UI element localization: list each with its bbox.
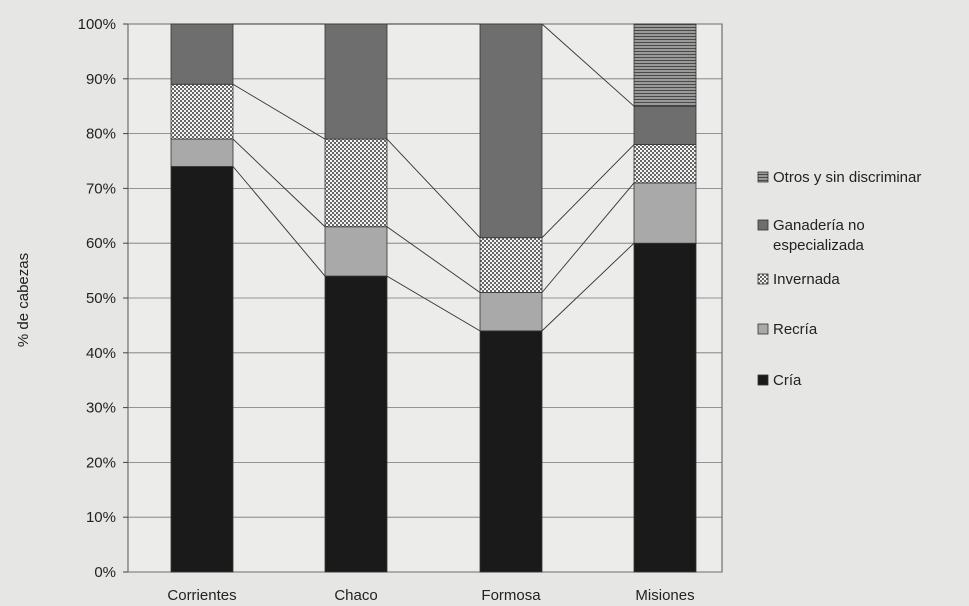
- y-tick-label: 100%: [78, 16, 116, 33]
- legend-label: Invernada: [773, 271, 840, 288]
- bar-segment: [324, 138, 388, 228]
- x-tick-label: Formosa: [481, 587, 541, 604]
- connector-line: [541, 182, 635, 293]
- y-axis-title: % de cabezas: [15, 253, 32, 347]
- bar-segment: [633, 105, 697, 145]
- y-tick-label: 70%: [86, 180, 116, 197]
- y-tick-label: 30%: [86, 400, 116, 417]
- bar-segment: [479, 237, 543, 293]
- connector-line: [541, 144, 635, 239]
- y-tick-label: 0%: [94, 564, 116, 581]
- bar-segment: [324, 226, 388, 277]
- connector-line: [386, 226, 481, 293]
- bar-segment: [633, 242, 697, 573]
- connector-line: [541, 242, 635, 332]
- x-tick-label: Corrientes: [167, 587, 236, 604]
- legend-label: Otros y sin discriminar: [773, 169, 921, 186]
- legend-swatch: [757, 374, 769, 386]
- bar-segment: [633, 182, 697, 244]
- connector-line: [386, 275, 481, 332]
- connector-line: [541, 23, 635, 107]
- y-axis-ticks: 0% 10% 20% 30% 40% 50% 60% 70% 80% 90% 100%: [78, 16, 128, 581]
- legend-swatch: [757, 273, 769, 285]
- bar-segment: [633, 23, 697, 107]
- y-tick-label: 20%: [86, 454, 116, 471]
- y-tick-label: 50%: [86, 290, 116, 307]
- legend-swatch: [757, 323, 769, 335]
- legend: Otros y sin discriminar Ganadería no espec…: [757, 169, 921, 389]
- bar-segment: [479, 292, 543, 332]
- y-tick-label: 10%: [86, 509, 116, 526]
- legend-swatch: [757, 171, 769, 183]
- connector-line: [232, 166, 326, 277]
- bar-segment: [633, 144, 697, 184]
- x-tick-label: Misiones: [635, 587, 694, 604]
- bar-segment: [170, 166, 234, 573]
- bar-segment: [324, 275, 388, 573]
- x-tick-label: Chaco: [334, 587, 377, 604]
- connector-line: [386, 138, 481, 239]
- bar-segment: [479, 23, 543, 239]
- y-tick-label: 60%: [86, 235, 116, 252]
- legend-label: Cría: [773, 372, 802, 389]
- connector-lines: [232, 23, 635, 332]
- y-tick-label: 90%: [86, 71, 116, 88]
- connector-line: [232, 83, 326, 140]
- connector-line: [232, 138, 326, 228]
- bar-segment: [479, 330, 543, 573]
- bar-segment: [324, 23, 388, 140]
- legend-label: especializada: [773, 237, 865, 254]
- bar-segment: [170, 83, 234, 140]
- x-axis-labels: Corrientes Chaco Formosa Misiones: [167, 587, 694, 604]
- legend-label: Recría: [773, 321, 818, 338]
- legend-swatch: [757, 219, 769, 231]
- y-tick-label: 80%: [86, 126, 116, 143]
- bar-segment: [170, 23, 234, 85]
- y-tick-label: 40%: [86, 345, 116, 362]
- bars: [170, 23, 697, 573]
- bar-segment: [170, 138, 234, 167]
- legend-label: Ganadería no: [773, 217, 865, 234]
